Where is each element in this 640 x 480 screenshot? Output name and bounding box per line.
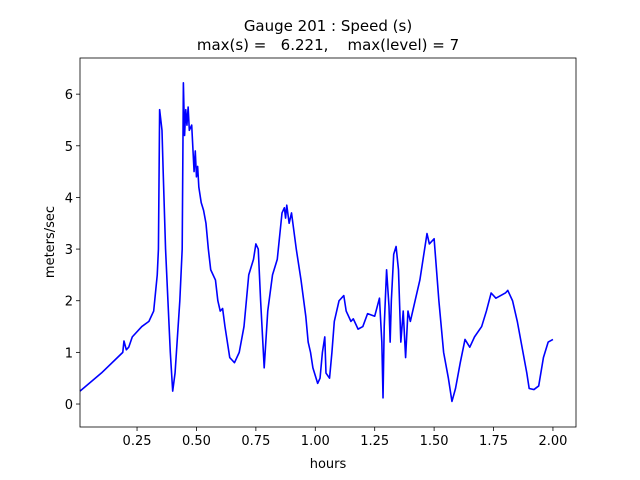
y-tick-label: 6 — [65, 88, 73, 103]
y-tick-label: 4 — [65, 191, 73, 206]
y-tick-label: 5 — [65, 140, 73, 155]
y-tick-label: 2 — [65, 295, 73, 310]
y-tick-label: 1 — [65, 346, 73, 361]
x-tick-label: 0.25 — [123, 434, 152, 449]
x-tick-label: 1.00 — [301, 434, 330, 449]
x-tick-label: 1.50 — [420, 434, 449, 449]
chart-title: Gauge 201 : Speed (s) — [244, 17, 412, 35]
x-tick-label: 1.75 — [479, 434, 508, 449]
y-axis-label: meters/sec — [43, 206, 58, 278]
x-tick-label: 0.50 — [182, 434, 211, 449]
data-line — [79, 81, 554, 403]
y-tick-label: 3 — [65, 243, 73, 258]
y-tick-label: 0 — [65, 398, 73, 413]
x-tick-label: 2.00 — [538, 434, 567, 449]
x-tick-label: 0.75 — [241, 434, 270, 449]
plot-frame — [79, 57, 577, 428]
chart-subtitle: max(s) = 6.221, max(level) = 7 — [197, 36, 459, 54]
x-axis-label: hours — [310, 457, 347, 472]
x-tick-label: 1.25 — [360, 434, 389, 449]
